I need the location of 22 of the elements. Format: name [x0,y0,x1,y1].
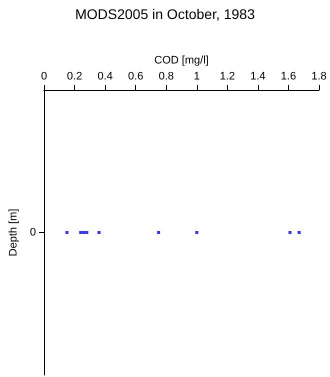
point [98,231,101,234]
chart-title: MODS2005 in October, 1983 [75,6,256,22]
point [79,231,82,234]
x-tick-label: 1 [194,70,200,82]
x-tick-label: 0.4 [97,70,113,82]
x-tick-label: 0.8 [158,70,174,82]
x-tick-label: 0.2 [66,70,82,82]
point [195,231,198,234]
point [85,231,88,234]
x-tick-label: 0.6 [128,70,144,82]
point [288,231,292,234]
x-axis-title: COD [mg/l] [154,54,209,66]
point [157,231,160,234]
x-tick-label: 1.2 [220,70,235,82]
y-axis-title: Depth [m] [8,208,20,256]
point [65,231,68,234]
point [82,231,86,234]
x-tick-label: 1.6 [280,70,296,82]
x-tick-label: 1.8 [311,70,327,82]
x-tick-label: 0 [40,70,48,82]
point [298,231,301,234]
x-tick-label: 1.4 [250,70,266,82]
